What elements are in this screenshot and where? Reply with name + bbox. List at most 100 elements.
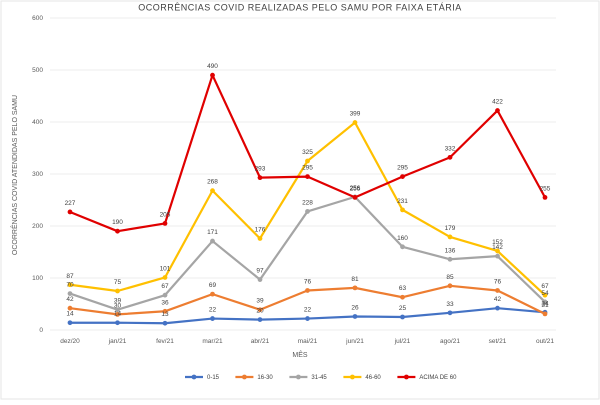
legend-item: 46-60 <box>343 374 381 381</box>
data-point <box>210 238 215 244</box>
data-label: 69 <box>209 282 217 289</box>
data-label: 255 <box>540 185 551 192</box>
data-point <box>400 207 405 213</box>
x-tick-label: jan/21 <box>108 338 127 345</box>
legend-label: 0-15 <box>207 375 220 381</box>
data-point <box>210 72 215 78</box>
series-lines <box>67 72 548 326</box>
data-point <box>305 158 310 164</box>
data-label: 67 <box>541 283 549 290</box>
data-point <box>305 316 310 321</box>
y-tick-label: 600 <box>32 15 43 22</box>
y-tick-label: 100 <box>32 275 43 282</box>
data-label: 255 <box>350 185 361 192</box>
data-label: 33 <box>446 301 454 308</box>
legend-item: 16-30 <box>235 374 273 381</box>
data-point <box>257 236 263 241</box>
data-label: 171 <box>207 229 218 236</box>
legend-item: ACIMA DE 60 <box>397 374 457 381</box>
y-tick-label: 300 <box>32 171 43 178</box>
x-tick-label: out/21 <box>536 338 554 345</box>
data-label: 231 <box>397 198 408 205</box>
data-labels: 14 14 13 22 20 22 26 25 33 42 34 42 30 36 69 39 76 81 63 85… <box>65 63 551 318</box>
data-label: 75 <box>114 279 122 286</box>
data-label: 70 <box>66 282 74 289</box>
x-axis-ticks: dez/20 jan/21 fev/21 mar/21 abr/21 mai/21 jun/… <box>60 338 554 345</box>
data-point <box>352 195 358 200</box>
data-point <box>67 320 73 326</box>
legend-swatch-marker <box>350 374 355 380</box>
x-tick-label: dez/20 <box>60 338 80 345</box>
data-point <box>162 320 168 326</box>
data-point <box>542 299 548 305</box>
data-label: 227 <box>65 200 76 207</box>
data-point <box>305 174 310 180</box>
legend-label: 16-30 <box>257 375 273 381</box>
data-label: 136 <box>445 247 456 254</box>
data-point <box>400 174 405 180</box>
data-label: 293 <box>255 166 266 173</box>
x-tick-label: ago/21 <box>440 338 460 345</box>
data-label: 54 <box>541 290 549 297</box>
data-point <box>67 209 73 215</box>
data-point <box>447 256 453 262</box>
data-label: 85 <box>446 274 454 281</box>
data-point <box>67 291 73 296</box>
x-tick-label: fev/21 <box>156 338 174 345</box>
y-tick-label: 0 <box>39 327 43 334</box>
data-point <box>67 305 73 311</box>
data-label: 76 <box>494 278 502 285</box>
data-point <box>305 288 310 293</box>
series-2 <box>67 194 548 313</box>
data-point <box>257 307 263 313</box>
data-label: 97 <box>256 268 264 275</box>
data-label: 256 <box>350 185 361 192</box>
series-4 <box>67 72 548 234</box>
legend-swatch-marker <box>404 374 409 380</box>
data-point <box>67 282 73 288</box>
data-point <box>495 288 500 293</box>
data-point <box>352 314 358 319</box>
data-point <box>162 292 168 298</box>
data-label: 25 <box>399 305 407 312</box>
data-point <box>447 310 453 316</box>
data-label: 13 <box>161 311 169 318</box>
x-axis-title: MÊS <box>292 350 308 359</box>
data-label: 152 <box>492 239 503 246</box>
data-point <box>352 285 358 291</box>
data-label: 34 <box>541 300 549 307</box>
legend-label: ACIMA DE 60 <box>419 375 457 381</box>
legend-label: 46-60 <box>365 375 381 381</box>
data-label: 22 <box>209 307 217 314</box>
data-label: 190 <box>112 219 123 226</box>
x-tick-label: mai/21 <box>298 338 318 345</box>
data-point <box>210 188 215 194</box>
y-axis-ticks: 0 100 200 300 400 500 600 <box>32 15 43 334</box>
data-label: 176 <box>255 226 266 233</box>
data-point <box>305 209 310 214</box>
data-label: 332 <box>445 145 456 152</box>
data-point <box>162 308 168 314</box>
data-label: 76 <box>304 278 312 285</box>
series-0 <box>67 305 548 326</box>
legend: 0-15 16-30 31-45 46-60 ACIMA DE 60 <box>185 374 457 381</box>
data-label: 20 <box>256 308 264 315</box>
data-label: 295 <box>302 165 313 172</box>
x-tick-label: abr/21 <box>251 338 270 345</box>
data-point <box>447 234 453 240</box>
legend-item: 31-45 <box>289 374 327 381</box>
data-label: 179 <box>445 225 456 232</box>
series-3 <box>67 120 548 298</box>
data-label: 42 <box>66 296 74 303</box>
data-label: 228 <box>302 199 313 206</box>
data-label: 30 <box>114 302 122 309</box>
data-label: 67 <box>161 283 169 290</box>
legend-swatch-marker <box>242 374 247 380</box>
data-label: 325 <box>302 149 313 156</box>
data-point <box>115 228 120 234</box>
legend-label: 31-45 <box>311 375 327 381</box>
data-label: 101 <box>160 265 171 272</box>
x-tick-label: jul/21 <box>394 338 411 345</box>
